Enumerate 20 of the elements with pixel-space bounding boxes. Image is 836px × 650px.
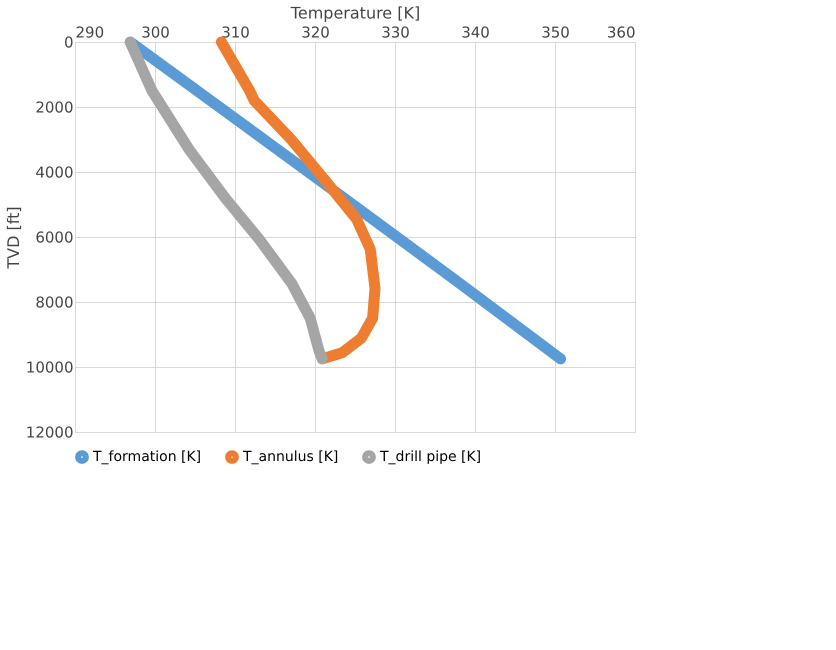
- x-tick-label: 330: [381, 24, 410, 42]
- y-tick-label: 8000: [35, 294, 74, 312]
- y-tick-label: 4000: [35, 164, 74, 182]
- legend-label: T_formation [K]: [92, 449, 202, 466]
- x-axis-title: Temperature [K]: [290, 4, 420, 22]
- y-axis-title: TVD [ft]: [4, 206, 23, 270]
- x-tick-label: 360: [606, 24, 636, 42]
- x-tick-label: 340: [461, 24, 490, 42]
- y-tick-label: 10000: [26, 358, 74, 376]
- x-tick-label: 290: [76, 24, 104, 42]
- y-tick-label: 2000: [35, 98, 74, 116]
- x-tick-label: 350: [541, 24, 570, 42]
- x-tick-label: 320: [301, 24, 330, 42]
- y-tick-label: 0: [64, 34, 74, 52]
- x-tick-label: 300: [141, 24, 170, 42]
- y-tick-label: 6000: [35, 228, 74, 246]
- legend-label: T_drill pipe [K]: [379, 449, 482, 466]
- legend-label: T_annulus [K]: [242, 449, 338, 466]
- x-tick-label: 310: [221, 24, 250, 42]
- y-tick-label: 12000: [26, 424, 74, 442]
